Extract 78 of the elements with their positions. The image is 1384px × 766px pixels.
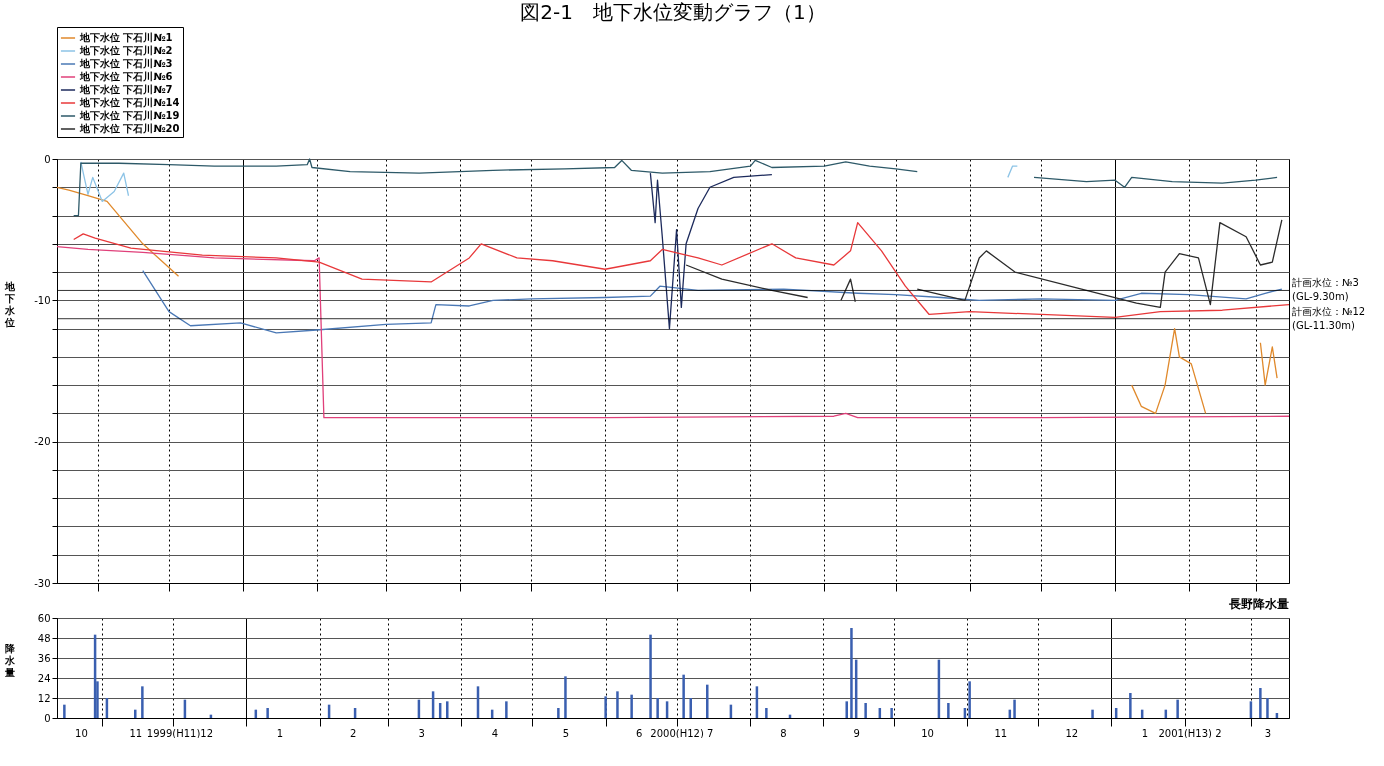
legend-label: 地下水位 下石川№2 xyxy=(79,45,173,56)
x-tick-label: 3 xyxy=(418,727,425,739)
y-tick-label: -10 xyxy=(34,294,51,306)
bar xyxy=(1259,688,1262,718)
chart-title: 長野降水量 xyxy=(1228,597,1289,611)
bar xyxy=(564,676,567,718)
line-series xyxy=(56,245,1290,419)
x-tick-label: 3 xyxy=(1264,727,1272,739)
chart-title: 図2-1 地下水位変動グラフ（1） xyxy=(520,0,826,24)
x-tick-label: 2 xyxy=(350,727,357,739)
bar xyxy=(1013,699,1016,718)
x-tick-label: 8 xyxy=(780,727,787,739)
x-tick-label: 10 xyxy=(75,727,88,739)
bar xyxy=(266,708,269,718)
y-tick-label: -30 xyxy=(34,577,51,589)
y-tick-label: 60 xyxy=(37,612,51,624)
bar xyxy=(890,708,893,718)
x-tick-label: 11 xyxy=(994,727,1008,739)
y-tick-label: 12 xyxy=(37,692,51,704)
legend-label: 地下水位 下石川№14 xyxy=(79,97,180,108)
bar xyxy=(63,704,66,718)
bar xyxy=(850,628,853,718)
legend-label: 地下水位 下石川№6 xyxy=(79,71,173,82)
bar xyxy=(616,691,619,718)
legend-label: 地下水位 下石川№19 xyxy=(79,110,180,121)
bar xyxy=(505,701,508,718)
legend-label: 地下水位 下石川№3 xyxy=(79,58,173,69)
x-tick-label: 5 xyxy=(562,727,570,739)
bar xyxy=(446,701,449,718)
x-tick-label: 1 xyxy=(276,727,284,739)
bar xyxy=(1176,699,1179,718)
bar xyxy=(656,698,659,718)
bar xyxy=(557,708,560,718)
bar xyxy=(689,698,692,718)
x-tick-label: 6 xyxy=(636,727,643,739)
x-tick-label: 12 xyxy=(200,727,214,739)
bar xyxy=(604,696,607,718)
text: 計画水位：№12 (GL-11.30m) xyxy=(1292,305,1366,331)
x-tick-label: 1 xyxy=(1141,727,1149,739)
bar xyxy=(682,674,685,718)
x-tick-label: 1999(H11) xyxy=(146,727,201,739)
bar xyxy=(649,634,652,718)
bar xyxy=(864,703,867,718)
y-tick-label: 48 xyxy=(37,632,51,644)
bar xyxy=(141,686,144,718)
y-tick-label: 0 xyxy=(44,153,51,165)
x-tick-label: 2001(H13) xyxy=(1158,727,1213,739)
y-tick-label: 36 xyxy=(37,652,51,664)
bar xyxy=(706,684,709,718)
text: 計画水位：№3 (GL-9.30m) xyxy=(1292,277,1359,303)
bar xyxy=(1129,693,1132,718)
bar xyxy=(968,681,971,718)
x-tick-label: 10 xyxy=(921,727,934,739)
line-series xyxy=(649,172,773,330)
bar xyxy=(1266,698,1269,718)
bar xyxy=(1091,709,1094,718)
y-axis-title: 降水量 xyxy=(3,642,16,678)
x-tick-label: 11 xyxy=(129,727,143,739)
x-tick-label: 12 xyxy=(1065,727,1079,739)
y-tick-label: 24 xyxy=(37,672,51,684)
x-tick-label: 9 xyxy=(853,727,860,739)
y-tick-label: 0 xyxy=(44,712,51,724)
legend-label: 地下水位 下石川№7 xyxy=(79,84,173,95)
legend-label: 地下水位 下石川№1 xyxy=(79,32,173,43)
line-series xyxy=(73,221,1290,318)
x-tick-label: 2 xyxy=(1215,727,1222,739)
x-tick-label: 7 xyxy=(706,727,714,739)
bar xyxy=(947,703,950,718)
y-tick-label: -20 xyxy=(34,436,51,448)
bar xyxy=(630,694,633,718)
x-tick-label: 2000(H12) xyxy=(650,727,704,739)
bar xyxy=(845,701,848,718)
legend-label: 地下水位 下石川№20 xyxy=(79,123,180,134)
y-axis-title: 地下水位 xyxy=(3,280,16,328)
line-series xyxy=(142,270,1283,334)
bar xyxy=(765,708,768,718)
bar xyxy=(134,709,137,718)
x-tick-label: 4 xyxy=(491,727,499,739)
